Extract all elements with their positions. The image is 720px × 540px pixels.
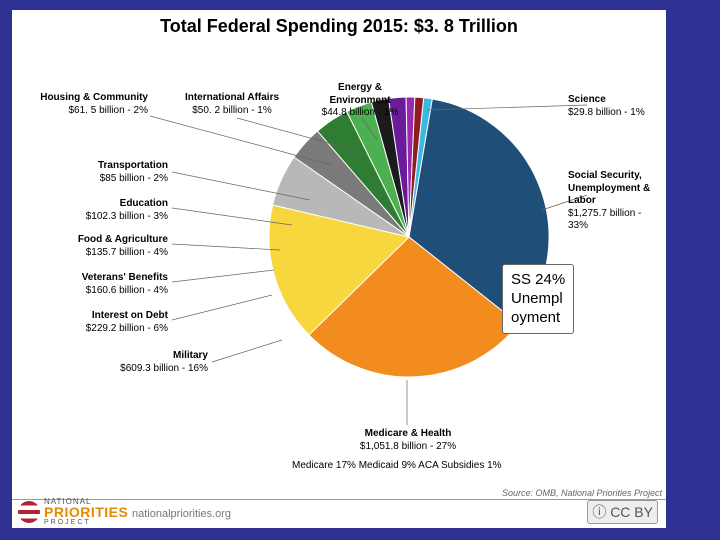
- page-title: Total Federal Spending 2015: $3. 8 Trill…: [12, 16, 666, 37]
- slice-label: Food & Agriculture$135.7 billion - 4%: [38, 234, 168, 259]
- org-line: PROJECT: [44, 519, 128, 526]
- slice-label: Medicare & Health$1,051.8 billion - 27%: [338, 428, 478, 453]
- callout-line: Unempl: [511, 290, 565, 309]
- org-logo: NATIONAL PRIORITIES PROJECT: [18, 497, 128, 526]
- footer: NATIONAL PRIORITIES PROJECT nationalprio…: [12, 499, 666, 528]
- slice-label: Energy & Environment$44.8 billion - 1%: [312, 82, 408, 120]
- pie-container: [264, 92, 554, 382]
- slice-label: Science$29.8 billion - 1%: [568, 94, 664, 119]
- chart-panel: Total Federal Spending 2015: $3. 8 Trill…: [12, 10, 666, 528]
- org-url: nationalpriorities.org: [132, 508, 231, 520]
- source-text: Source: OMB, National Priorities Project: [502, 488, 662, 498]
- slice-label: Military$609.3 billion - 16%: [78, 350, 208, 375]
- callout-box: SS 24% Unempl oyment: [502, 264, 574, 334]
- slice-label: Education$102.3 billion - 3%: [38, 198, 168, 223]
- slice-label: Interest on Debt$229.2 billion - 6%: [38, 310, 168, 335]
- callout-line: oyment: [511, 309, 565, 328]
- slice-label: International Affairs$50. 2 billion - 1%: [172, 92, 292, 117]
- slice-label: Transportation$85 billion - 2%: [38, 160, 168, 185]
- callout-line: SS 24%: [511, 271, 565, 290]
- slice-label: Social Security, Unemployment & Labor$1,…: [568, 170, 664, 233]
- slice-label: Housing & Community$61. 5 billion - 2%: [38, 92, 148, 117]
- org-line: PRIORITIES: [44, 506, 128, 519]
- slice-label: Veterans' Benefits$160.6 billion - 4%: [38, 272, 168, 297]
- pie-chart: [264, 92, 554, 382]
- medicare-breakdown: Medicare 17% Medicaid 9% ACA Subsidies 1…: [292, 460, 502, 471]
- cc-badge: ⓘ CC BY: [587, 500, 658, 524]
- flag-icon: [18, 501, 40, 523]
